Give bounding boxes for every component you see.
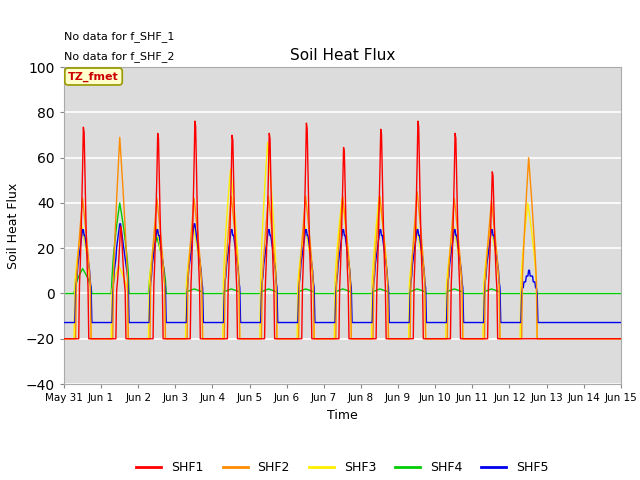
Text: No data for f_SHF_2: No data for f_SHF_2 xyxy=(64,51,175,62)
Text: No data for f_SHF_1: No data for f_SHF_1 xyxy=(64,31,174,42)
Legend: SHF1, SHF2, SHF3, SHF4, SHF5: SHF1, SHF2, SHF3, SHF4, SHF5 xyxy=(131,456,554,479)
Text: TZ_fmet: TZ_fmet xyxy=(68,72,119,82)
X-axis label: Time: Time xyxy=(327,408,358,421)
Y-axis label: Soil Heat Flux: Soil Heat Flux xyxy=(7,182,20,269)
Title: Soil Heat Flux: Soil Heat Flux xyxy=(290,48,395,63)
